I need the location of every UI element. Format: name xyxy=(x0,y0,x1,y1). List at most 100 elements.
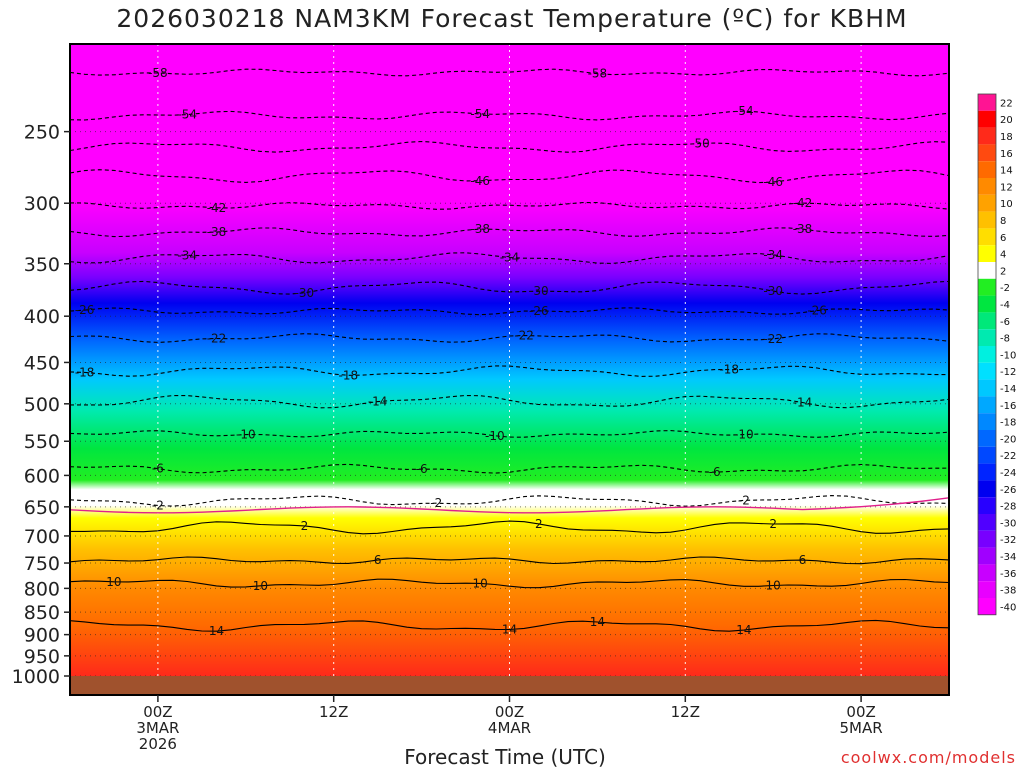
colorbar-label: -30 xyxy=(1000,518,1016,529)
colorbar-label: -14 xyxy=(1000,384,1016,395)
contour-label: -6 xyxy=(152,462,164,476)
colorbar-swatch xyxy=(978,312,996,330)
colorbar-label: 18 xyxy=(1000,132,1013,143)
y-tick-label: 900 xyxy=(24,625,60,647)
colorbar-label: -8 xyxy=(1000,334,1010,345)
y-tick-label: 700 xyxy=(24,526,60,548)
colorbar-swatch xyxy=(978,497,996,514)
colorbar-swatch xyxy=(978,430,996,447)
y-tick-label: 800 xyxy=(24,578,60,600)
x-tick-label: 5MAR xyxy=(840,719,883,737)
isotherm-dashed-34 xyxy=(70,252,949,264)
y-tick-label: 650 xyxy=(24,497,60,519)
contour-label: 10 xyxy=(253,579,268,593)
contour-label: -30 xyxy=(763,284,783,298)
colorbar-swatch xyxy=(978,228,996,246)
colorbar-swatch xyxy=(978,161,996,178)
contour-label: 2 xyxy=(301,519,309,533)
isotherm-solid-10 xyxy=(70,578,949,589)
contour-label: -58 xyxy=(148,66,168,80)
contour-label: -30 xyxy=(295,286,315,300)
colorbar-label: 14 xyxy=(1000,166,1013,177)
plot-area xyxy=(70,44,949,676)
colorbar-swatch xyxy=(978,144,996,162)
colorbar-label: -24 xyxy=(1000,468,1016,479)
colorbar-swatch xyxy=(978,127,996,145)
contour-label: -10 xyxy=(236,428,256,442)
isotherm-dashed-50 xyxy=(70,140,949,153)
isotherm-dashed-46 xyxy=(70,169,949,184)
colorbar-swatch xyxy=(978,295,996,313)
contour-label: 14 xyxy=(590,615,605,629)
contour-label: -38 xyxy=(793,222,813,236)
contour-label: -14 xyxy=(793,396,813,410)
credit-link[interactable]: coolwx.com/models xyxy=(840,748,1016,767)
contour-label: -18 xyxy=(75,365,95,379)
isotherm-solid-14 xyxy=(70,619,949,632)
isotherm-solid-2 xyxy=(70,520,949,535)
colorbar-label: -20 xyxy=(1000,434,1016,445)
colorbar-label: -4 xyxy=(1000,300,1010,311)
contour-label: -10 xyxy=(485,429,505,443)
contour-label: 2 xyxy=(535,517,543,531)
colorbar-swatch xyxy=(978,413,996,430)
contour-label: -6 xyxy=(709,465,721,479)
colorbar-swatch xyxy=(978,262,996,279)
colorbar-label: -16 xyxy=(1000,401,1016,412)
colorbar-swatch xyxy=(978,362,996,380)
contour-label: 2 xyxy=(769,517,777,531)
y-axis: 2503003504004505005506006507007508008509… xyxy=(12,122,70,688)
colorbar-label: -10 xyxy=(1000,350,1016,361)
contour-label: -22 xyxy=(207,331,227,345)
contour-label: -10 xyxy=(734,428,754,442)
contour-label: -14 xyxy=(368,395,388,409)
contour-label: -46 xyxy=(763,175,783,189)
colorbar-frame xyxy=(977,93,997,616)
colorbar-label: 20 xyxy=(1000,115,1013,126)
ground-surface xyxy=(70,676,949,695)
contour-label: -50 xyxy=(690,137,710,151)
x-tick-label: 2026 xyxy=(139,735,177,753)
contour-label: 6 xyxy=(374,553,382,567)
contour-label: -38 xyxy=(470,222,490,236)
colorbar-label: -40 xyxy=(1000,602,1016,613)
y-tick-label: 250 xyxy=(24,122,60,144)
colorbar-label: 2 xyxy=(1000,266,1006,277)
colorbar-swatch xyxy=(978,94,996,111)
contour-label: -26 xyxy=(75,303,95,317)
colorbar-label: -12 xyxy=(1000,367,1016,378)
y-tick-label: 450 xyxy=(24,352,60,374)
colorbar-label: -34 xyxy=(1000,552,1016,563)
contour-label: -46 xyxy=(470,174,490,188)
contour-label: 10 xyxy=(473,576,488,590)
colorbar-swatch xyxy=(978,530,996,548)
chart-title: 2026030218 NAM3KM Forecast Temperature (… xyxy=(116,4,908,33)
y-tick-label: 950 xyxy=(24,646,60,668)
y-tick-label: 750 xyxy=(24,553,60,575)
contour-label: 14 xyxy=(736,623,751,637)
colorbar-swatch xyxy=(978,194,996,212)
colorbar-swatch xyxy=(978,446,996,464)
contour-label: -18 xyxy=(339,368,359,382)
contour-label: -54 xyxy=(470,107,490,121)
colorbar-swatch xyxy=(978,581,996,598)
contour-label: -54 xyxy=(734,104,754,118)
x-axis-title: Forecast Time (UTC) xyxy=(404,745,606,769)
colorbar-label: -18 xyxy=(1000,418,1016,429)
colorbar-swatch xyxy=(978,396,996,414)
contour-label: -42 xyxy=(793,196,813,210)
contour-label: -18 xyxy=(719,363,739,377)
colorbar-swatch xyxy=(978,564,996,582)
colorbar-label: 8 xyxy=(1000,216,1006,227)
colorbar-label: 6 xyxy=(1000,233,1006,244)
contour-label: -26 xyxy=(529,304,549,318)
x-tick-label: 4MAR xyxy=(488,719,531,737)
isotherm-dashed-14 xyxy=(70,394,949,409)
isotherm-dashed-18 xyxy=(70,365,949,377)
contour-label: -2 xyxy=(152,499,164,513)
contour-label: -34 xyxy=(763,248,783,262)
contour-label: -30 xyxy=(529,284,549,298)
x-tick-label: 00Z xyxy=(846,703,875,721)
contour-label: -58 xyxy=(588,67,608,81)
contour-label: 6 xyxy=(799,553,807,567)
